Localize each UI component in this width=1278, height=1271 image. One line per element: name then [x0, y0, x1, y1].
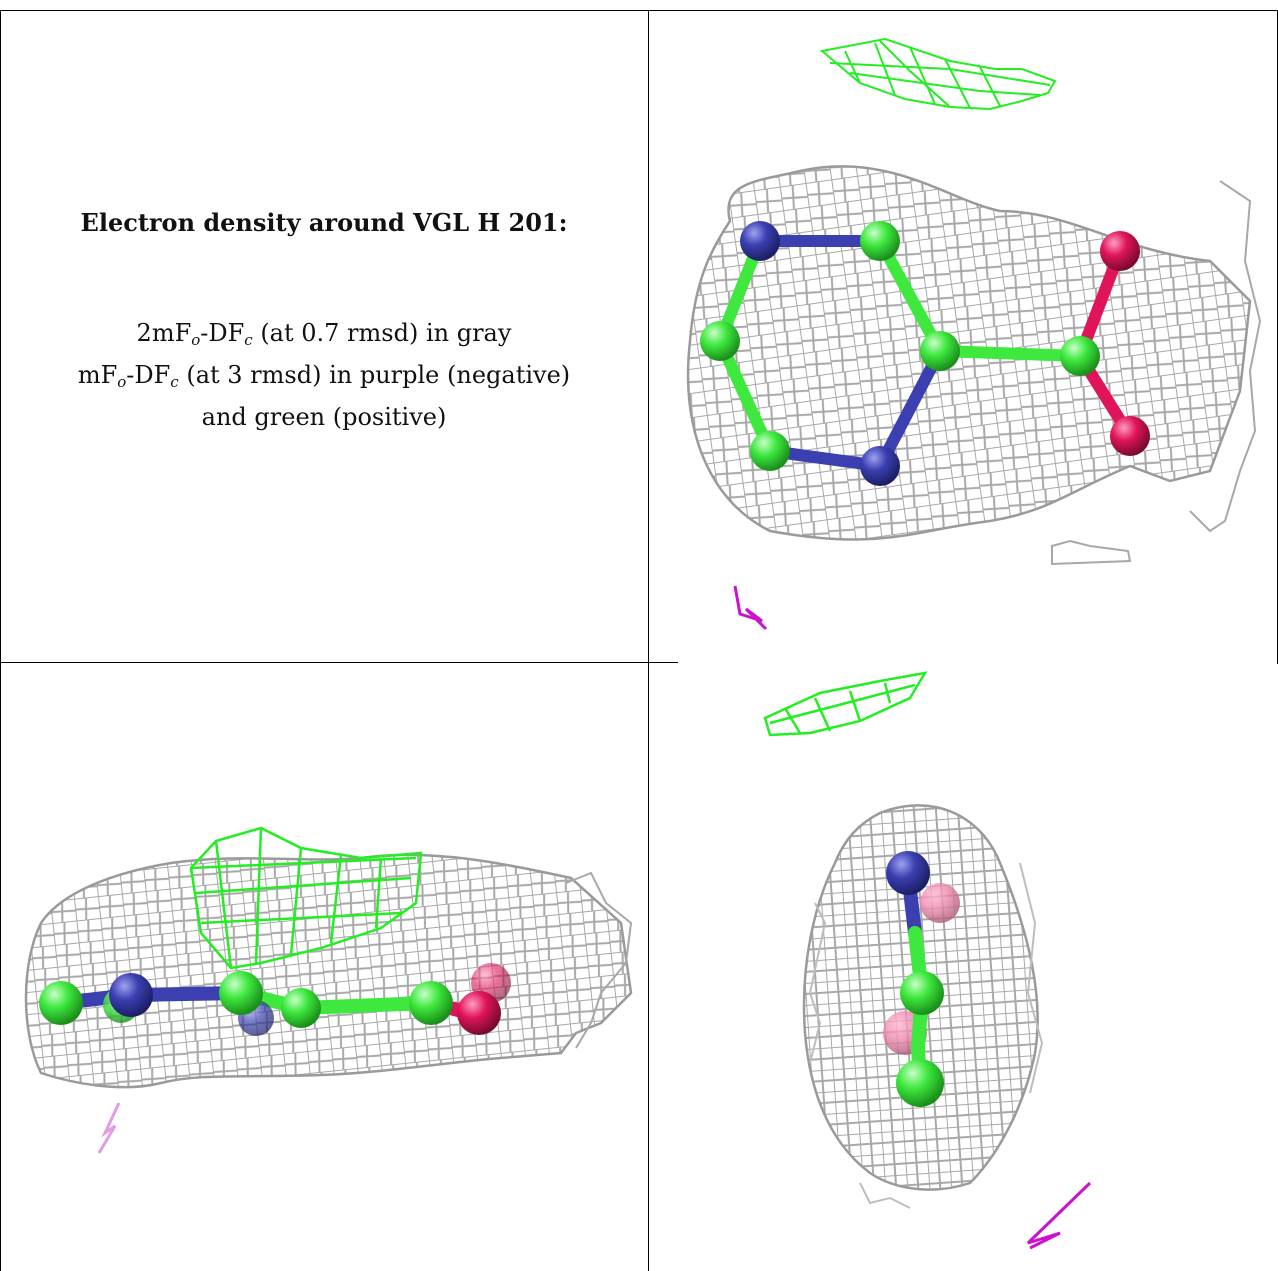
atom-carbon: [281, 988, 321, 1028]
atom-nitrogen: [860, 446, 900, 486]
atom-carbon: [896, 1059, 944, 1107]
caption-legend: 2mFo-DFc (at 0.7 rmsd) in gray mFo-DFc (…: [0, 316, 648, 435]
ligand-atoms: [700, 221, 1150, 486]
positive-density-blob: [763, 671, 928, 737]
atom-carbon: [920, 331, 960, 371]
atom-carbon: [900, 971, 944, 1015]
atom-carbon: [1060, 336, 1100, 376]
atom-carbon: [409, 981, 453, 1025]
atom-carbon: [860, 221, 900, 261]
legend-fofc-line: mFo-DFc (at 3 rmsd) in purple (negative): [77, 361, 571, 391]
ligand-atoms: [886, 851, 944, 1107]
atom-oxygen: [920, 883, 960, 923]
table-divider-horizontal: [0, 662, 678, 663]
caption-cell: Electron density around VGL H 201: 2mFo-…: [0, 0, 648, 662]
density-figure-top-right: [686, 37, 1262, 631]
atom-carbon: [219, 971, 263, 1015]
gray-density-mesh: [24, 853, 633, 1089]
view-bottom-left: [1, 663, 648, 1271]
caption-title: Electron density around VGL H 201:: [80, 208, 568, 237]
negative-density-blob: [733, 585, 768, 631]
density-figure-bottom-left: [24, 826, 633, 1154]
ligand-atoms: [39, 963, 511, 1036]
table-divider-vertical: [648, 10, 649, 1271]
positive-density-blob: [819, 37, 1057, 111]
atom-oxygen: [1110, 416, 1150, 456]
view-top-right: [650, 11, 1277, 662]
atom-oxygen: [457, 991, 501, 1035]
table-border-left: [0, 10, 1, 1271]
atom-oxygen: [1100, 231, 1140, 271]
view-bottom-right: [650, 663, 1277, 1271]
table-border-top: [0, 10, 1278, 11]
legend-2fofc-line: 2mFo-DFc (at 0.7 rmsd) in gray: [136, 319, 512, 349]
density-figure-bottom-right: [763, 671, 1092, 1250]
atom-nitrogen: [109, 973, 153, 1017]
atom-nitrogen: [740, 221, 780, 261]
legend-positive-line: and green (positive): [201, 403, 447, 431]
atom-carbon: [39, 981, 83, 1025]
gray-density-mesh: [686, 165, 1262, 566]
positive-density-blob: [189, 826, 423, 970]
negative-density-blob: [1026, 1181, 1092, 1250]
atom-carbon: [750, 431, 790, 471]
atom-nitrogen: [886, 851, 930, 895]
negative-density-blob: [97, 1102, 121, 1154]
atom-carbon: [700, 321, 740, 361]
